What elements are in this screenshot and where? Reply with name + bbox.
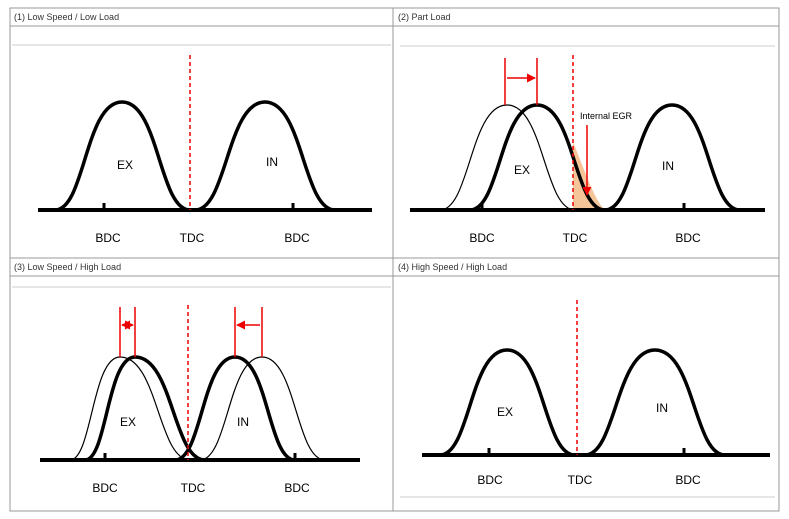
bdc-label: BDC bbox=[95, 231, 121, 245]
panel-title: (1) Low Speed / Low Load bbox=[14, 12, 119, 22]
bdc-label: BDC bbox=[469, 231, 495, 245]
annotation: Internal EGR bbox=[580, 111, 633, 121]
in-label: IN bbox=[266, 155, 278, 169]
panel-title: (2) Part Load bbox=[398, 12, 451, 22]
panel-4: (4) High Speed / High Load EX IN BDC TDC… bbox=[398, 262, 770, 487]
tdc-label: TDC bbox=[563, 231, 588, 245]
ex-label: EX bbox=[120, 415, 136, 429]
panel-3: (3) Low Speed / High Load EX IN BDC TDC … bbox=[14, 262, 360, 495]
bdc-label: BDC bbox=[477, 473, 503, 487]
tdc-label: TDC bbox=[181, 481, 206, 495]
bdc-label: BDC bbox=[284, 231, 310, 245]
bdc-label: BDC bbox=[284, 481, 310, 495]
bdc-label: BDC bbox=[675, 473, 701, 487]
tdc-label: TDC bbox=[180, 231, 205, 245]
panel-1: (1) Low Speed / Low Load EX IN BDC TDC B… bbox=[14, 12, 372, 245]
frame bbox=[9, 7, 780, 512]
in-label: IN bbox=[662, 159, 674, 173]
ex-label: EX bbox=[117, 158, 133, 172]
ex-label: EX bbox=[514, 163, 530, 177]
in-label: IN bbox=[656, 401, 668, 415]
panel-title: (3) Low Speed / High Load bbox=[14, 262, 121, 272]
bdc-label: BDC bbox=[675, 231, 701, 245]
bdc-label: BDC bbox=[92, 481, 118, 495]
ex-label: EX bbox=[497, 405, 513, 419]
panel-title: (4) High Speed / High Load bbox=[398, 262, 507, 272]
panel-2: (2) Part Load Internal EGR EX IN BDC TDC… bbox=[398, 12, 765, 245]
tdc-label: TDC bbox=[568, 473, 593, 487]
in-label: IN bbox=[237, 415, 249, 429]
